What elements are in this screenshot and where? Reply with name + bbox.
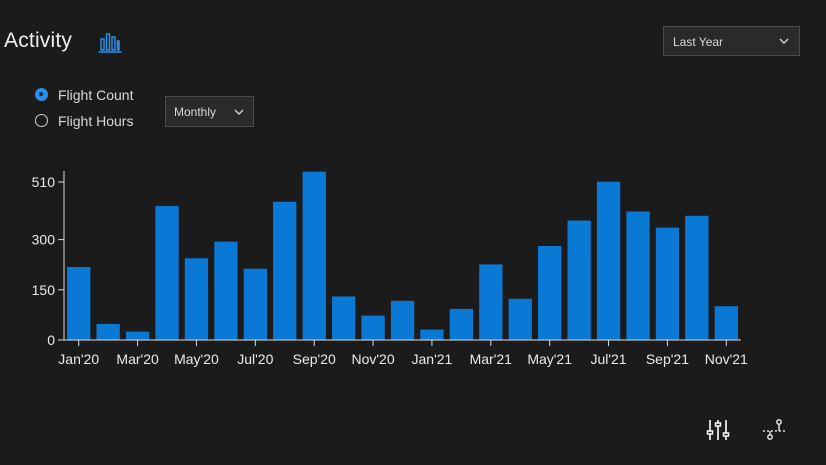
bar-Jun'21 bbox=[567, 220, 591, 340]
bar-Nov'20 bbox=[361, 315, 385, 340]
bar-Apr'21 bbox=[508, 298, 532, 340]
x-tick-label: Sep'21 bbox=[646, 351, 689, 367]
bar-Oct'20 bbox=[332, 296, 356, 340]
radio-label: Flight Hours bbox=[58, 113, 134, 129]
y-tick-label: 510 bbox=[32, 174, 56, 190]
page-title: Activity bbox=[4, 29, 73, 52]
interval-value: Monthly bbox=[174, 105, 217, 119]
radio-unchecked-indicator[interactable] bbox=[35, 114, 48, 127]
bar-Mar'20 bbox=[126, 331, 150, 340]
bar-Aug'21 bbox=[626, 211, 650, 340]
x-tick-label: Nov'20 bbox=[351, 351, 394, 367]
y-tick-label: 300 bbox=[32, 232, 56, 248]
bar-chart-icon[interactable] bbox=[98, 30, 122, 54]
x-tick-label: Jan'20 bbox=[58, 351, 99, 367]
bar-May'21 bbox=[538, 246, 562, 340]
date-range-select[interactable]: Last Year bbox=[663, 26, 800, 56]
bar-Jun'20 bbox=[214, 241, 238, 340]
radio-label: Flight Count bbox=[58, 87, 134, 103]
sliders-icon[interactable] bbox=[706, 418, 730, 442]
chevron-down-icon bbox=[779, 38, 789, 44]
x-tick-label: May'20 bbox=[174, 351, 219, 367]
bar-Jan'20 bbox=[67, 267, 91, 340]
date-range-value: Last Year bbox=[673, 35, 724, 49]
x-tick-label: Jan'21 bbox=[412, 351, 453, 367]
bar-Mar'21 bbox=[479, 264, 503, 340]
radio-checked-indicator[interactable] bbox=[35, 88, 48, 101]
y-tick-label: 150 bbox=[32, 282, 56, 298]
x-tick-label: Mar'20 bbox=[116, 351, 159, 367]
x-tick-label: Nov'21 bbox=[705, 351, 748, 367]
y-tick-label: 0 bbox=[47, 332, 55, 348]
x-tick-label: Jul'20 bbox=[237, 351, 273, 367]
bar-Jul'20 bbox=[243, 268, 267, 340]
bar-Dec'20 bbox=[390, 300, 415, 340]
share-node-icon[interactable] bbox=[762, 418, 788, 442]
chevron-down-icon bbox=[234, 109, 244, 115]
bar-Jul'21 bbox=[596, 181, 621, 340]
bar-Nov'21 bbox=[714, 306, 738, 340]
bar-Sep'21 bbox=[655, 227, 680, 340]
bar-Oct'21 bbox=[685, 215, 709, 340]
bar-Aug'20 bbox=[273, 201, 297, 340]
bar-Feb'20 bbox=[96, 323, 120, 340]
x-tick-label: Mar'21 bbox=[470, 351, 513, 367]
x-tick-label: May'21 bbox=[527, 351, 572, 367]
bar-Jan'21 bbox=[420, 329, 444, 340]
x-tick-label: Jul'21 bbox=[590, 351, 626, 367]
interval-select[interactable]: Monthly bbox=[165, 96, 254, 127]
bar-May'20 bbox=[184, 258, 209, 340]
bar-Sep'20 bbox=[302, 171, 326, 340]
bar-Feb'21 bbox=[449, 308, 473, 340]
bar-Apr'20 bbox=[155, 206, 179, 340]
x-tick-label: Sep'20 bbox=[293, 351, 336, 367]
